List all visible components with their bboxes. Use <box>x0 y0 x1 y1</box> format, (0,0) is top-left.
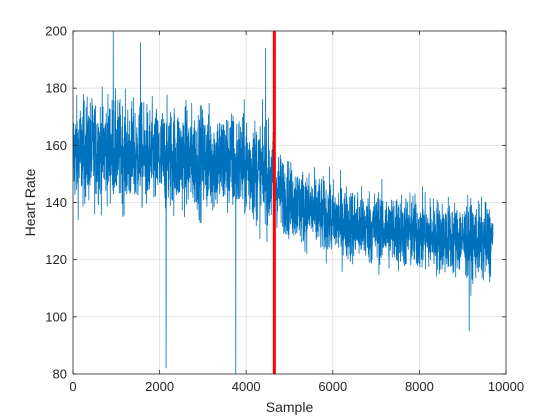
ticks <box>72 30 507 375</box>
y-tick-label: 180 <box>45 81 67 96</box>
x-tick-label: 8000 <box>405 379 434 394</box>
y-tick-label: 200 <box>45 24 67 39</box>
y-tick-label: 120 <box>45 252 67 267</box>
y-tick-label: 100 <box>45 309 67 324</box>
x-tick-label: 4000 <box>232 379 261 394</box>
y-tick-label: 160 <box>45 138 67 153</box>
x-tick-label: 0 <box>69 379 76 394</box>
tick-labels: 0 2000 4000 6000 8000 10000 80 100 120 140 160 180 2… <box>45 24 524 395</box>
x-axis-label: Sample <box>266 399 314 415</box>
y-axis-label: Heart Rate <box>22 168 38 236</box>
x-tick-label: 10000 <box>488 379 524 394</box>
x-tick-label: 2000 <box>145 379 174 394</box>
series-line <box>72 30 494 375</box>
x-tick-label: 6000 <box>318 379 347 394</box>
y-tick-label: 140 <box>45 195 67 210</box>
y-tick-label: 80 <box>53 367 67 382</box>
